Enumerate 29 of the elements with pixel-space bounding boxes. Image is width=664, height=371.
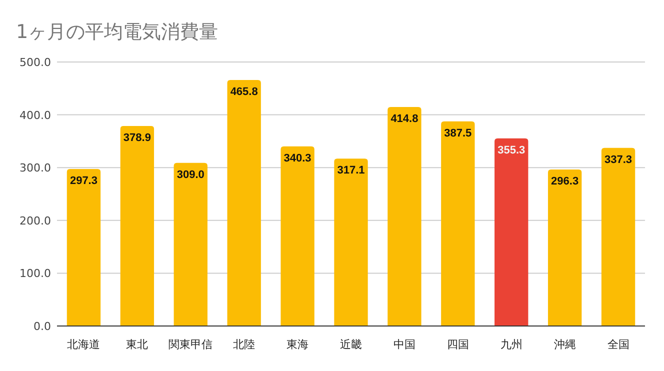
x-tick-label: 北海道 xyxy=(67,338,100,351)
data-label: 340.3 xyxy=(284,152,312,164)
data-label: 387.5 xyxy=(444,127,472,140)
data-label: 355.3 xyxy=(498,144,526,156)
data-label: 309.0 xyxy=(176,168,204,181)
data-label: 296.3 xyxy=(551,176,579,188)
data-label: 378.9 xyxy=(123,132,151,144)
y-tick-label: 100.0 xyxy=(20,267,51,280)
x-tick-label: 東北 xyxy=(126,338,148,351)
data-label: 297.3 xyxy=(70,175,98,188)
x-tick-label: 沖縄 xyxy=(554,338,576,351)
x-tick-label: 四国 xyxy=(446,338,469,351)
x-tick-label: 九州 xyxy=(500,338,522,351)
data-label: 414.8 xyxy=(390,112,418,125)
x-tick-label: 関東甲信 xyxy=(168,338,213,351)
y-tick-label: 300.0 xyxy=(20,162,51,175)
data-label: 317.1 xyxy=(337,164,365,177)
y-tick-label: 200.0 xyxy=(20,214,51,228)
x-tick-label: 中国 xyxy=(393,338,416,351)
x-tick-label: 近畿 xyxy=(340,338,362,351)
chart-title: 1ヶ月の平均電気消費量 xyxy=(16,21,218,43)
data-label: 337.3 xyxy=(604,154,632,166)
y-tick-label: 400.0 xyxy=(20,108,51,122)
y-tick-label: 500.0 xyxy=(20,56,51,69)
y-tick-label: 0.0 xyxy=(34,320,51,333)
data-label: 465.8 xyxy=(230,86,258,98)
x-tick-label: 全国 xyxy=(607,338,630,351)
x-tick-label: 北陸 xyxy=(233,338,256,351)
x-tick-label: 東海 xyxy=(286,338,309,351)
